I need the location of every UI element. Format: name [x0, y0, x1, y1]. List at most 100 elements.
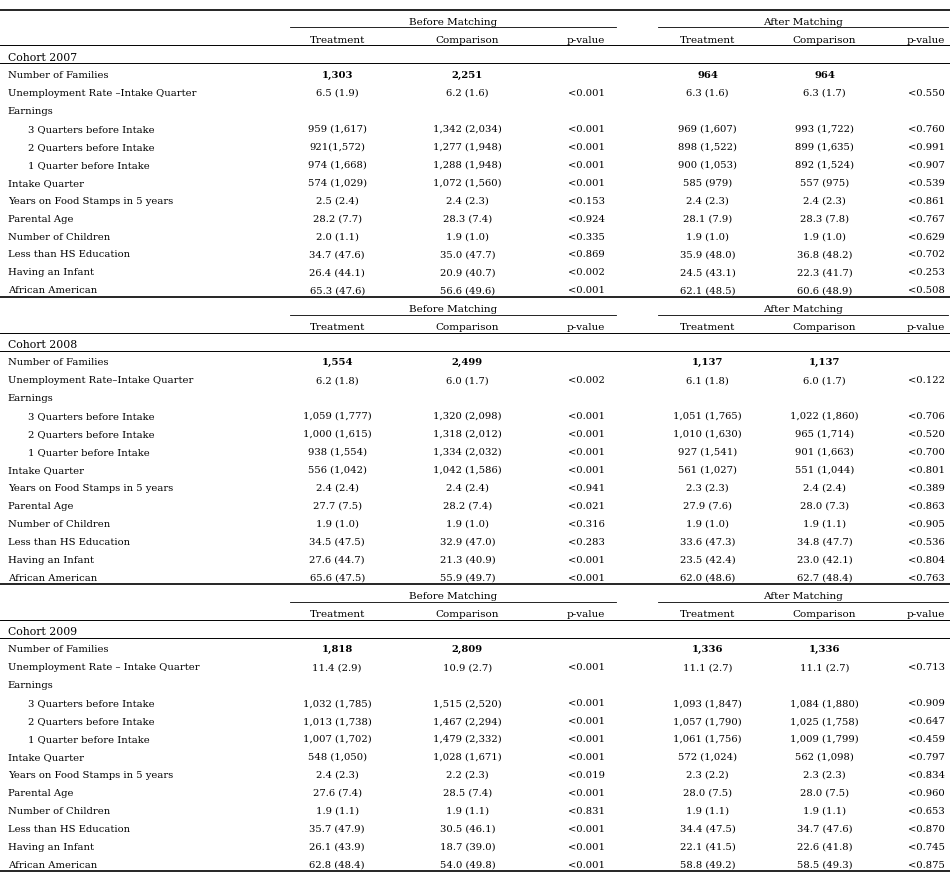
Text: 993 (1,722): 993 (1,722): [795, 125, 854, 133]
Text: 938 (1,554): 938 (1,554): [308, 448, 367, 457]
Text: 35.0 (47.7): 35.0 (47.7): [440, 250, 495, 259]
Text: 28.0 (7.5): 28.0 (7.5): [800, 788, 849, 797]
Text: 1.9 (1.1): 1.9 (1.1): [446, 806, 489, 815]
Text: <0.760: <0.760: [908, 125, 944, 133]
Text: 1,009 (1,799): 1,009 (1,799): [790, 734, 859, 743]
Text: <0.831: <0.831: [568, 806, 604, 815]
Text: Comparison: Comparison: [793, 322, 856, 331]
Text: 900 (1,053): 900 (1,053): [678, 161, 737, 169]
Text: Number of Families: Number of Families: [8, 644, 108, 653]
Text: <0.797: <0.797: [908, 752, 944, 761]
Text: <0.002: <0.002: [568, 268, 604, 277]
Text: 556 (1,042): 556 (1,042): [308, 465, 367, 474]
Text: 6.0 (1.7): 6.0 (1.7): [804, 376, 846, 385]
Text: 27.9 (7.6): 27.9 (7.6): [683, 501, 732, 510]
Text: 62.0 (48.6): 62.0 (48.6): [680, 572, 735, 582]
Text: 11.1 (2.7): 11.1 (2.7): [800, 663, 849, 672]
Text: 1 Quarter before Intake: 1 Quarter before Intake: [28, 448, 150, 457]
Text: Unemployment Rate – Intake Quarter: Unemployment Rate – Intake Quarter: [8, 663, 199, 672]
Text: 32.9 (47.0): 32.9 (47.0): [440, 537, 495, 546]
Text: 6.5 (1.9): 6.5 (1.9): [315, 89, 359, 97]
Text: 28.5 (7.4): 28.5 (7.4): [443, 788, 492, 797]
Text: 964: 964: [814, 71, 835, 80]
Text: 3 Quarters before Intake: 3 Quarters before Intake: [28, 698, 155, 708]
Text: 18.7 (39.0): 18.7 (39.0): [440, 842, 495, 851]
Text: After Matching: After Matching: [763, 591, 844, 601]
Text: 6.1 (1.8): 6.1 (1.8): [686, 376, 730, 385]
Text: 1,336: 1,336: [692, 644, 724, 653]
Text: 1.9 (1.0): 1.9 (1.0): [315, 519, 359, 528]
Text: 1,007 (1,702): 1,007 (1,702): [303, 734, 371, 743]
Text: 28.2 (7.4): 28.2 (7.4): [443, 501, 492, 510]
Text: 1 Quarter before Intake: 1 Quarter before Intake: [28, 734, 150, 743]
Text: 60.6 (48.9): 60.6 (48.9): [797, 286, 852, 295]
Text: <0.001: <0.001: [568, 161, 604, 169]
Text: 1,059 (1,777): 1,059 (1,777): [303, 412, 371, 421]
Text: <0.629: <0.629: [908, 233, 944, 241]
Text: 2.4 (2.4): 2.4 (2.4): [315, 483, 359, 493]
Text: Less than HS Education: Less than HS Education: [8, 537, 130, 546]
Text: <0.647: <0.647: [908, 716, 944, 725]
Text: Having an Infant: Having an Infant: [8, 842, 94, 851]
Text: Comparison: Comparison: [793, 609, 856, 618]
Text: 3 Quarters before Intake: 3 Quarters before Intake: [28, 125, 155, 133]
Text: <0.001: <0.001: [568, 572, 604, 582]
Text: 34.5 (47.5): 34.5 (47.5): [310, 537, 365, 546]
Text: Cohort 2009: Cohort 2009: [8, 627, 77, 637]
Text: 28.0 (7.5): 28.0 (7.5): [683, 788, 732, 797]
Text: <0.702: <0.702: [908, 250, 944, 259]
Text: 27.7 (7.5): 27.7 (7.5): [313, 501, 362, 510]
Text: 28.2 (7.7): 28.2 (7.7): [313, 214, 362, 223]
Text: 6.2 (1.8): 6.2 (1.8): [315, 376, 359, 385]
Text: 964: 964: [697, 71, 718, 80]
Text: Treatment: Treatment: [310, 609, 365, 618]
Text: 1,320 (2,098): 1,320 (2,098): [433, 412, 502, 421]
Text: 3 Quarters before Intake: 3 Quarters before Intake: [28, 412, 155, 421]
Text: Number of Families: Number of Families: [8, 71, 108, 80]
Text: Parental Age: Parental Age: [8, 788, 73, 797]
Text: Cohort 2008: Cohort 2008: [8, 340, 77, 349]
Text: Less than HS Education: Less than HS Education: [8, 824, 130, 833]
Text: 1.9 (1.1): 1.9 (1.1): [803, 806, 846, 815]
Text: 561 (1,027): 561 (1,027): [678, 465, 737, 474]
Text: Comparison: Comparison: [436, 322, 499, 331]
Text: 1,072 (1,560): 1,072 (1,560): [433, 178, 502, 188]
Text: Parental Age: Parental Age: [8, 501, 73, 510]
Text: 1,000 (1,615): 1,000 (1,615): [303, 429, 371, 438]
Text: 22.3 (41.7): 22.3 (41.7): [797, 268, 852, 277]
Text: <0.520: <0.520: [908, 429, 944, 438]
Text: 6.3 (1.7): 6.3 (1.7): [804, 89, 846, 97]
Text: 2.4 (2.3): 2.4 (2.3): [446, 197, 489, 205]
Text: 1.9 (1.1): 1.9 (1.1): [315, 806, 359, 815]
Text: 1,061 (1,756): 1,061 (1,756): [674, 734, 742, 743]
Text: 1,288 (1,948): 1,288 (1,948): [433, 161, 502, 169]
Text: 65.3 (47.6): 65.3 (47.6): [310, 286, 365, 295]
Text: <0.767: <0.767: [908, 214, 944, 223]
Text: <0.001: <0.001: [568, 788, 604, 797]
Text: 55.9 (49.7): 55.9 (49.7): [440, 572, 495, 582]
Text: <0.924: <0.924: [568, 214, 604, 223]
Text: African American: African American: [8, 286, 97, 295]
Text: 34.8 (47.7): 34.8 (47.7): [797, 537, 852, 546]
Text: 974 (1,668): 974 (1,668): [308, 161, 367, 169]
Text: <0.122: <0.122: [908, 376, 944, 385]
Text: 899 (1,635): 899 (1,635): [795, 142, 854, 152]
Text: African American: African American: [8, 860, 97, 868]
Text: <0.335: <0.335: [568, 233, 604, 241]
Text: 26.4 (44.1): 26.4 (44.1): [310, 268, 365, 277]
Text: <0.021: <0.021: [568, 501, 604, 510]
Text: Number of Families: Number of Families: [8, 357, 108, 367]
Text: <0.941: <0.941: [567, 483, 605, 493]
Text: 54.0 (49.8): 54.0 (49.8): [440, 860, 495, 868]
Text: 2 Quarters before Intake: 2 Quarters before Intake: [28, 142, 155, 152]
Text: Cohort 2007: Cohort 2007: [8, 53, 77, 63]
Text: Intake Quarter: Intake Quarter: [8, 178, 84, 188]
Text: Earnings: Earnings: [8, 393, 53, 403]
Text: <0.991: <0.991: [908, 142, 944, 152]
Text: 2.5 (2.4): 2.5 (2.4): [315, 197, 359, 205]
Text: 34.4 (47.5): 34.4 (47.5): [680, 824, 735, 833]
Text: Earnings: Earnings: [8, 680, 53, 689]
Text: 1.9 (1.1): 1.9 (1.1): [686, 806, 730, 815]
Text: 62.7 (48.4): 62.7 (48.4): [797, 572, 852, 582]
Text: 2.3 (2.3): 2.3 (2.3): [686, 483, 730, 493]
